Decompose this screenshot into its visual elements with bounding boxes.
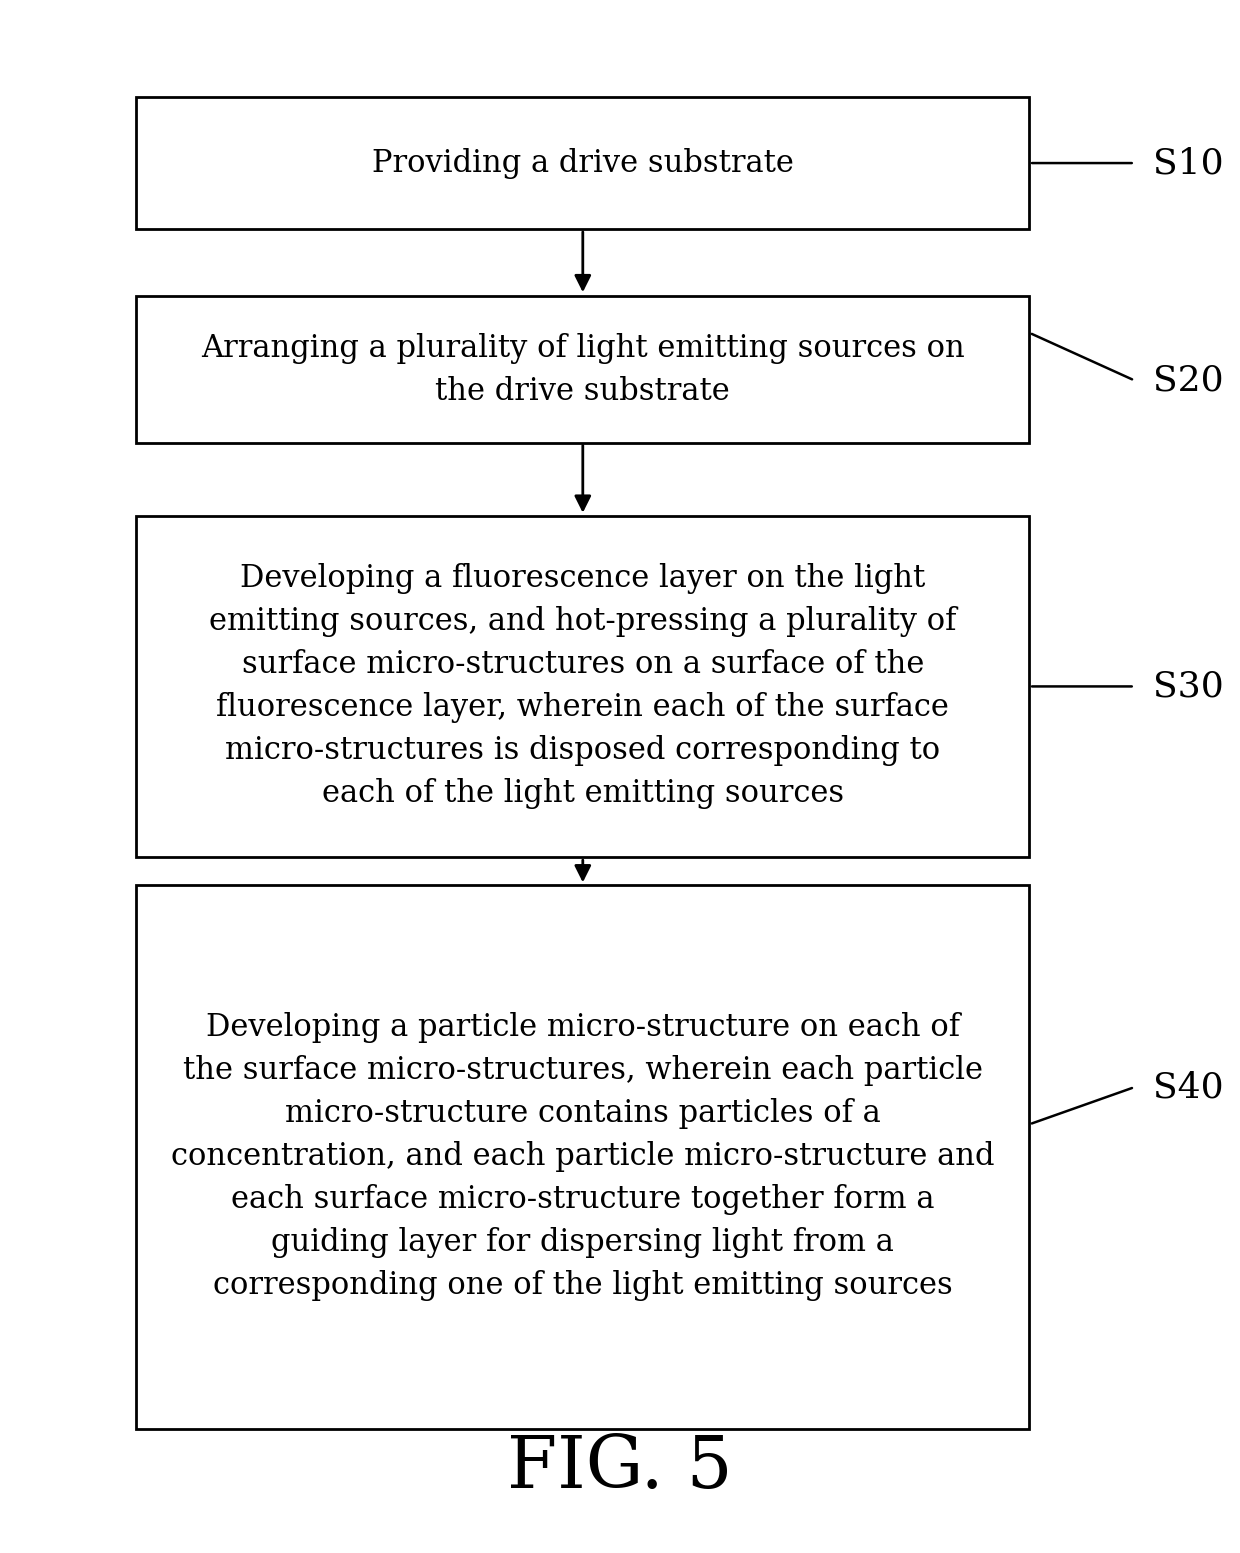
Text: Arranging a plurality of light emitting sources on
the drive substrate: Arranging a plurality of light emitting …	[201, 332, 965, 407]
FancyBboxPatch shape	[136, 516, 1029, 857]
Text: S20: S20	[1153, 363, 1224, 398]
Text: S10: S10	[1153, 146, 1224, 180]
Text: S30: S30	[1153, 669, 1224, 704]
FancyBboxPatch shape	[136, 297, 1029, 444]
FancyBboxPatch shape	[136, 96, 1029, 228]
Text: Providing a drive substrate: Providing a drive substrate	[372, 148, 794, 179]
Text: S40: S40	[1153, 1070, 1224, 1104]
FancyBboxPatch shape	[136, 885, 1029, 1429]
Text: FIG. 5: FIG. 5	[507, 1432, 733, 1503]
Text: Developing a fluorescence layer on the light
emitting sources, and hot-pressing : Developing a fluorescence layer on the l…	[210, 564, 956, 809]
Text: Developing a particle micro-structure on each of
the surface micro-structures, w: Developing a particle micro-structure on…	[171, 1013, 994, 1301]
